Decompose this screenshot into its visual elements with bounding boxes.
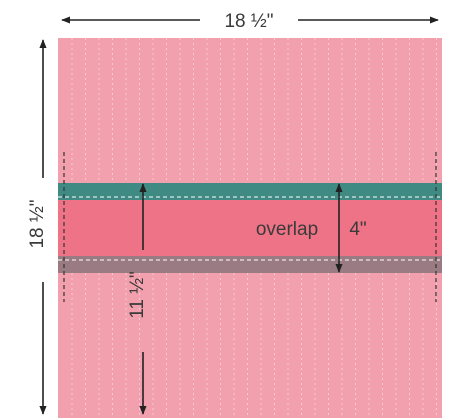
overlap-label: overlap — [256, 219, 318, 240]
overlap-measure-label: 4" — [349, 219, 366, 240]
top-width-label: 18 ½" — [224, 11, 273, 32]
lower-measure-label: 11 ½" — [127, 271, 148, 319]
teal-band — [58, 183, 442, 200]
left-height-label: 18 ½" — [27, 199, 48, 248]
overlap-band — [58, 198, 442, 256]
gray-band — [58, 256, 442, 273]
